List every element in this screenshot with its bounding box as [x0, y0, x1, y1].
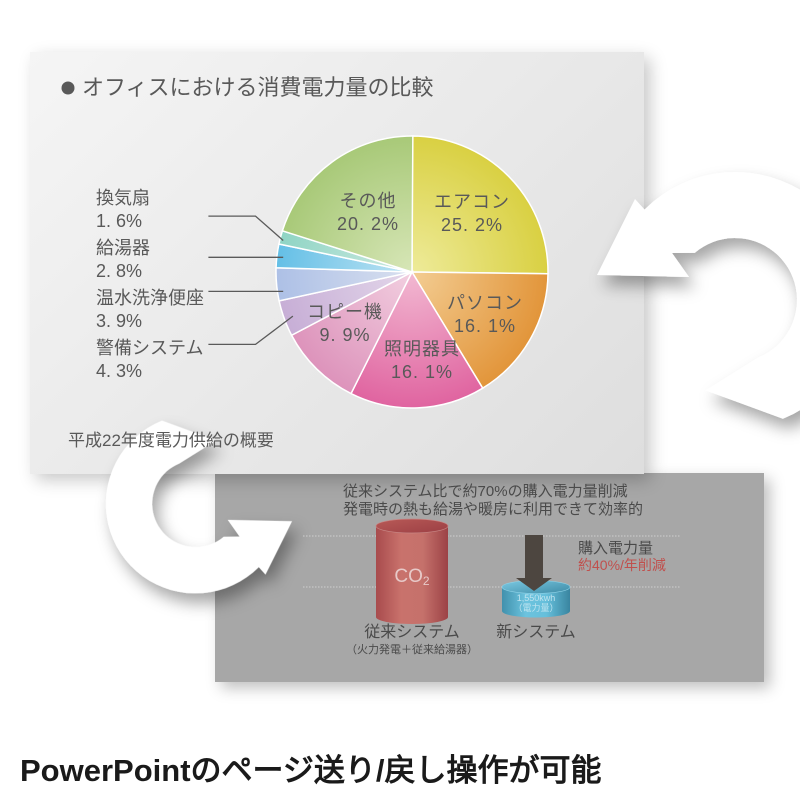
svg-text:平成22年度電力供給の概要: 平成22年度電力供給の概要 [68, 431, 274, 450]
svg-text:2. 8%: 2. 8% [96, 261, 142, 281]
svg-text:（電力量）: （電力量） [513, 602, 558, 613]
svg-text:エアコン: エアコン [434, 192, 510, 212]
svg-text:4. 3%: 4. 3% [96, 361, 142, 381]
svg-text:オフィスにおける消費電力量の比較: オフィスにおける消費電力量の比較 [82, 75, 434, 100]
svg-text:25. 2%: 25. 2% [441, 215, 503, 235]
svg-text:従来システム比で約70%の購入電力量削減: 従来システム比で約70%の購入電力量削減 [343, 483, 628, 500]
svg-text:16. 1%: 16. 1% [391, 362, 453, 382]
svg-text:3. 9%: 3. 9% [96, 311, 142, 331]
svg-text:9. 9%: 9. 9% [319, 325, 370, 345]
svg-text:温水洗浄便座: 温水洗浄便座 [96, 288, 204, 308]
svg-text:パソコン: パソコン [447, 293, 523, 313]
svg-text:警備システム: 警備システム [96, 338, 203, 358]
svg-text:従来システム: 従来システム [364, 623, 460, 641]
svg-text:（火力発電＋従来給湯器）: （火力発電＋従来給湯器） [346, 642, 478, 656]
svg-text:16. 1%: 16. 1% [454, 316, 516, 336]
svg-text:発電時の熱も給湯や暖房に利用できて効率的: 発電時の熱も給湯や暖房に利用できて効率的 [343, 501, 643, 518]
svg-text:1,550kwh: 1,550kwh [517, 593, 556, 603]
svg-text:20. 2%: 20. 2% [337, 214, 399, 234]
svg-text:給湯器: 給湯器 [96, 238, 150, 258]
svg-text:照明器具: 照明器具 [384, 339, 460, 359]
svg-text:購入電力量: 購入電力量 [578, 540, 653, 557]
svg-text:新システム: 新システム [496, 623, 576, 641]
svg-text:PowerPointのページ送り/戻し操作が可能: PowerPointのページ送り/戻し操作が可能 [20, 753, 602, 788]
svg-text:換気扇: 換気扇 [96, 188, 150, 208]
svg-text:その他: その他 [340, 191, 397, 211]
svg-text:約40%/年削減: 約40%/年削減 [578, 557, 666, 573]
svg-text:コピー機: コピー機 [307, 302, 383, 322]
svg-text:1. 6%: 1. 6% [96, 211, 142, 231]
